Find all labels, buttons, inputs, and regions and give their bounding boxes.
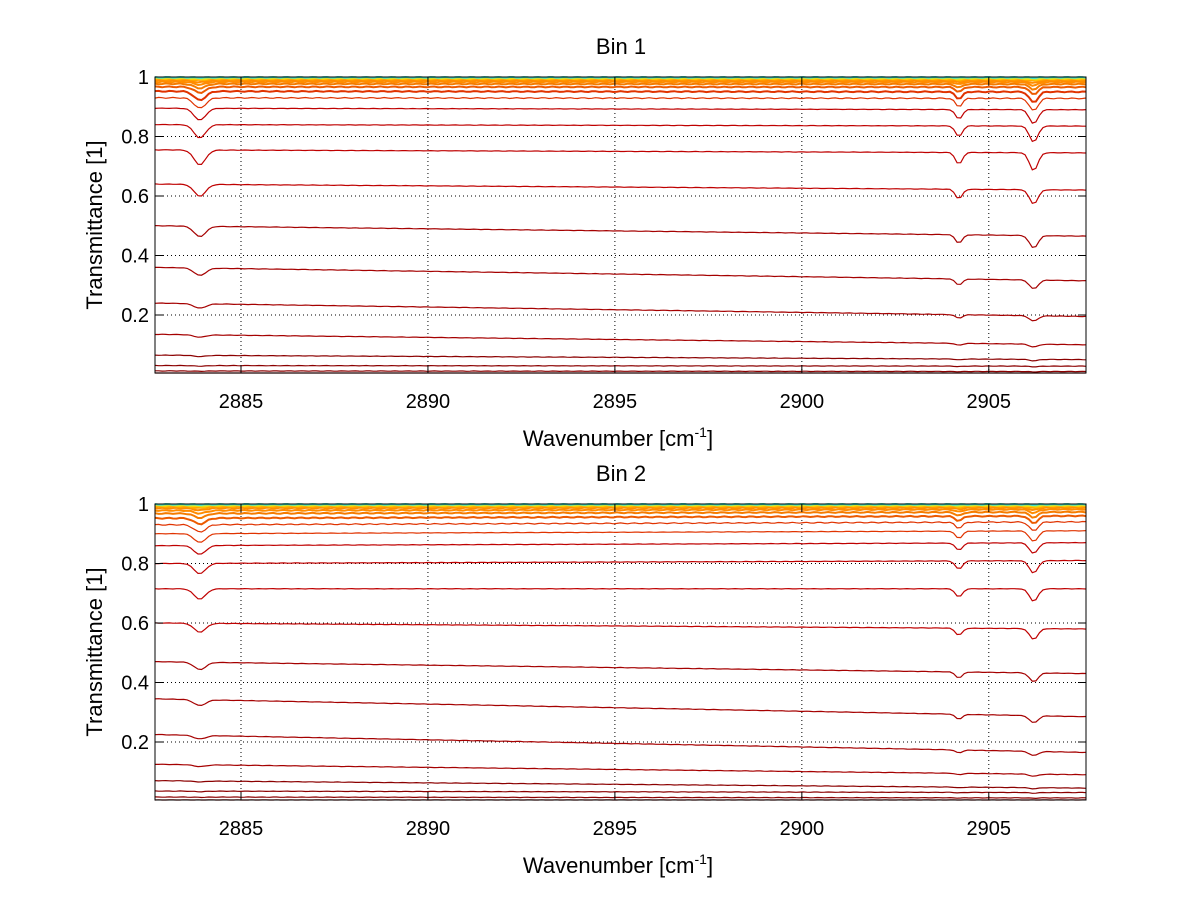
series-line: [154, 183, 1087, 205]
y-ticks: 0.2 0.4 0.6 0.8 1: [121, 67, 1086, 327]
series-line: [154, 89, 1087, 103]
series-group: [154, 75, 1087, 374]
series-line: [154, 520, 1087, 533]
x-tick-label: 2885: [219, 391, 264, 413]
series-line: [154, 733, 1087, 756]
grid-lines: [155, 503, 1086, 800]
series-line: [154, 302, 1087, 322]
x-tick-label: 2905: [967, 391, 1012, 413]
x-tick-label: 2905: [967, 818, 1012, 840]
x-tick-label: 2895: [593, 818, 638, 840]
series-line: [154, 364, 1087, 368]
series-group: [154, 502, 1087, 801]
y-tick-label: 0.6: [121, 613, 149, 635]
series-line: [154, 149, 1087, 171]
series-line: [154, 514, 1087, 526]
y-tick-label: 1: [138, 494, 149, 516]
y-tick-label: 0.6: [121, 186, 149, 208]
plot-frame: [154, 503, 1087, 801]
subplot-bin-2: Bin 2 2885 2890 2895 2900 2905 0.2 0.4 0.6 0.8 1…: [82, 461, 1087, 878]
series-line: [154, 698, 1087, 723]
series-line: [154, 779, 1087, 790]
series-line: [154, 587, 1087, 602]
series-line: [154, 85, 1087, 95]
series-line: [154, 225, 1087, 248]
chart-title: Bin 1: [596, 34, 646, 59]
y-tick-label: 0.8: [121, 553, 149, 575]
x-tick-label: 2885: [219, 818, 264, 840]
series-line: [155, 559, 1087, 575]
y-tick-label: 0.4: [121, 245, 149, 267]
x-tick-label: 2900: [780, 391, 825, 413]
x-tick-label: 2895: [593, 391, 638, 413]
series-line: [154, 82, 1087, 91]
x-axis-label: Wavenumber [cm-1]: [523, 424, 713, 451]
y-tick-label: 0.2: [121, 305, 149, 327]
y-axis-label: Transmittance [1]: [82, 140, 107, 309]
series-line: [154, 354, 1087, 362]
series-line: [154, 541, 1087, 555]
x-ticks: 2885 2890 2895 2900 2905: [219, 77, 1011, 413]
series-line: [154, 266, 1087, 289]
x-tick-label: 2900: [780, 818, 825, 840]
series-line: [154, 622, 1087, 640]
chart-title: Bin 2: [596, 461, 646, 486]
series-line: [154, 107, 1087, 124]
grid-lines: [155, 76, 1086, 373]
series-line: [155, 333, 1087, 348]
series-line: [155, 763, 1087, 777]
x-ticks: 2885 2890 2895 2900 2905: [219, 504, 1011, 840]
series-line: [155, 661, 1087, 682]
series-line: [154, 530, 1087, 543]
x-tick-label: 2890: [406, 391, 451, 413]
x-axis-label: Wavenumber [cm-1]: [523, 851, 713, 878]
y-axis-label: Transmittance [1]: [82, 567, 107, 736]
series-line: [154, 790, 1087, 794]
subplot-bin-1: Bin 1 2885 2890 2895 2900 2905 0.2 0.4 0.6 0.8 1…: [82, 34, 1087, 451]
y-tick-label: 0.2: [121, 732, 149, 754]
y-tick-label: 0.4: [121, 672, 149, 694]
series-line: [154, 510, 1087, 519]
y-tick-label: 1: [138, 67, 149, 89]
series-line: [154, 796, 1087, 800]
series-line: [155, 123, 1086, 143]
series-line: [154, 80, 1087, 87]
y-ticks: 0.2 0.4 0.6 0.8 1: [121, 494, 1086, 754]
series-line: [155, 370, 1087, 373]
x-tick-label: 2890: [406, 818, 451, 840]
series-line: [154, 507, 1087, 515]
y-tick-label: 0.8: [121, 126, 149, 148]
series-line: [154, 96, 1087, 111]
plot-frame: [154, 76, 1087, 374]
